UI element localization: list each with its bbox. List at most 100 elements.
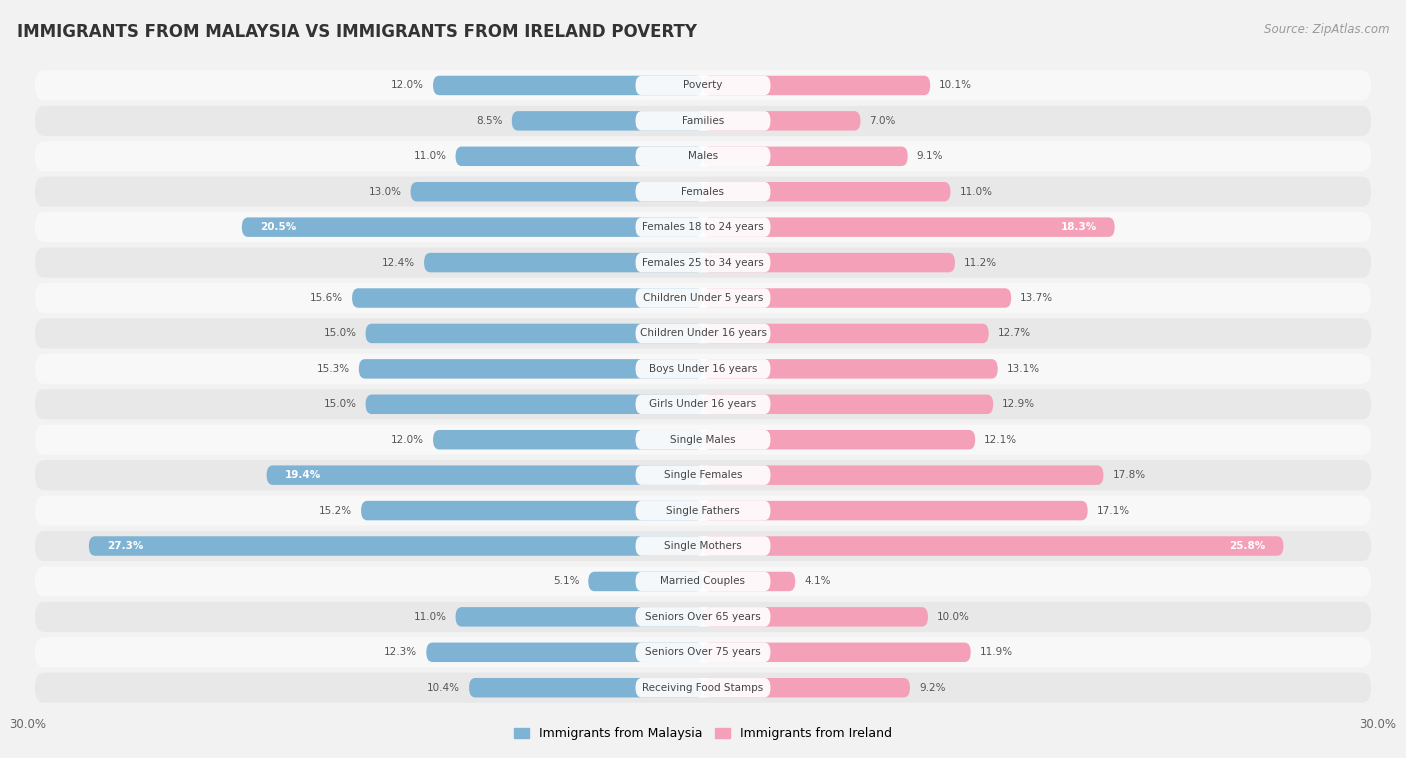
Text: Seniors Over 75 years: Seniors Over 75 years (645, 647, 761, 657)
Text: 11.9%: 11.9% (980, 647, 1012, 657)
Text: 4.1%: 4.1% (804, 576, 831, 587)
FancyBboxPatch shape (588, 572, 703, 591)
FancyBboxPatch shape (433, 430, 703, 449)
FancyBboxPatch shape (35, 496, 1371, 525)
Text: 12.9%: 12.9% (1002, 399, 1035, 409)
Text: IMMIGRANTS FROM MALAYSIA VS IMMIGRANTS FROM IRELAND POVERTY: IMMIGRANTS FROM MALAYSIA VS IMMIGRANTS F… (17, 23, 697, 41)
FancyBboxPatch shape (703, 643, 970, 662)
FancyBboxPatch shape (636, 536, 770, 556)
FancyBboxPatch shape (359, 359, 703, 378)
Text: Females 18 to 24 years: Females 18 to 24 years (643, 222, 763, 232)
Text: 15.3%: 15.3% (316, 364, 350, 374)
FancyBboxPatch shape (426, 643, 703, 662)
FancyBboxPatch shape (35, 177, 1371, 207)
Text: 15.0%: 15.0% (323, 399, 357, 409)
FancyBboxPatch shape (35, 390, 1371, 419)
FancyBboxPatch shape (366, 324, 703, 343)
FancyBboxPatch shape (636, 182, 770, 202)
FancyBboxPatch shape (411, 182, 703, 202)
FancyBboxPatch shape (433, 76, 703, 96)
FancyBboxPatch shape (425, 253, 703, 272)
Text: 10.4%: 10.4% (427, 683, 460, 693)
FancyBboxPatch shape (703, 501, 1088, 520)
FancyBboxPatch shape (35, 531, 1371, 561)
FancyBboxPatch shape (35, 354, 1371, 384)
FancyBboxPatch shape (35, 212, 1371, 243)
FancyBboxPatch shape (703, 288, 1011, 308)
Text: 13.1%: 13.1% (1007, 364, 1040, 374)
Text: 5.1%: 5.1% (553, 576, 579, 587)
FancyBboxPatch shape (636, 465, 770, 485)
Text: 9.1%: 9.1% (917, 152, 943, 161)
FancyBboxPatch shape (703, 395, 993, 414)
FancyBboxPatch shape (35, 248, 1371, 277)
FancyBboxPatch shape (703, 607, 928, 627)
Text: Females 25 to 34 years: Females 25 to 34 years (643, 258, 763, 268)
Text: 15.6%: 15.6% (309, 293, 343, 303)
FancyBboxPatch shape (636, 607, 770, 627)
FancyBboxPatch shape (35, 602, 1371, 632)
FancyBboxPatch shape (703, 76, 931, 96)
FancyBboxPatch shape (35, 460, 1371, 490)
FancyBboxPatch shape (703, 465, 1104, 485)
FancyBboxPatch shape (35, 566, 1371, 597)
Text: 17.1%: 17.1% (1097, 506, 1130, 515)
Text: 7.0%: 7.0% (869, 116, 896, 126)
Text: Single Mothers: Single Mothers (664, 541, 742, 551)
Text: Single Females: Single Females (664, 470, 742, 480)
FancyBboxPatch shape (703, 536, 1284, 556)
FancyBboxPatch shape (35, 106, 1371, 136)
Text: Seniors Over 65 years: Seniors Over 65 years (645, 612, 761, 622)
Legend: Immigrants from Malaysia, Immigrants from Ireland: Immigrants from Malaysia, Immigrants fro… (509, 722, 897, 745)
FancyBboxPatch shape (703, 146, 908, 166)
Text: Children Under 5 years: Children Under 5 years (643, 293, 763, 303)
Text: Married Couples: Married Couples (661, 576, 745, 587)
Text: 20.5%: 20.5% (260, 222, 297, 232)
Text: Single Fathers: Single Fathers (666, 506, 740, 515)
FancyBboxPatch shape (352, 288, 703, 308)
Text: Receiving Food Stamps: Receiving Food Stamps (643, 683, 763, 693)
FancyBboxPatch shape (703, 359, 998, 378)
FancyBboxPatch shape (35, 141, 1371, 171)
FancyBboxPatch shape (267, 465, 703, 485)
FancyBboxPatch shape (35, 283, 1371, 313)
FancyBboxPatch shape (703, 324, 988, 343)
Text: 8.5%: 8.5% (477, 116, 503, 126)
FancyBboxPatch shape (35, 637, 1371, 667)
FancyBboxPatch shape (636, 501, 770, 520)
FancyBboxPatch shape (636, 678, 770, 697)
FancyBboxPatch shape (242, 218, 703, 237)
FancyBboxPatch shape (636, 253, 770, 272)
FancyBboxPatch shape (35, 672, 1371, 703)
FancyBboxPatch shape (636, 218, 770, 237)
Text: Families: Families (682, 116, 724, 126)
FancyBboxPatch shape (512, 111, 703, 130)
Text: 25.8%: 25.8% (1229, 541, 1265, 551)
Text: 11.0%: 11.0% (959, 186, 993, 197)
FancyBboxPatch shape (361, 501, 703, 520)
FancyBboxPatch shape (456, 607, 703, 627)
FancyBboxPatch shape (636, 146, 770, 166)
FancyBboxPatch shape (703, 218, 1115, 237)
FancyBboxPatch shape (703, 111, 860, 130)
FancyBboxPatch shape (703, 430, 976, 449)
FancyBboxPatch shape (636, 359, 770, 378)
Text: 10.0%: 10.0% (936, 612, 970, 622)
Text: Boys Under 16 years: Boys Under 16 years (648, 364, 758, 374)
Text: Source: ZipAtlas.com: Source: ZipAtlas.com (1264, 23, 1389, 36)
Text: 11.0%: 11.0% (413, 612, 447, 622)
FancyBboxPatch shape (636, 572, 770, 591)
Text: Children Under 16 years: Children Under 16 years (640, 328, 766, 338)
FancyBboxPatch shape (636, 395, 770, 414)
Text: 12.7%: 12.7% (998, 328, 1031, 338)
Text: Girls Under 16 years: Girls Under 16 years (650, 399, 756, 409)
Text: 9.2%: 9.2% (920, 683, 945, 693)
Text: 12.4%: 12.4% (382, 258, 415, 268)
FancyBboxPatch shape (35, 424, 1371, 455)
FancyBboxPatch shape (636, 430, 770, 449)
FancyBboxPatch shape (636, 324, 770, 343)
Text: 13.7%: 13.7% (1021, 293, 1053, 303)
Text: 17.8%: 17.8% (1112, 470, 1146, 480)
FancyBboxPatch shape (35, 70, 1371, 101)
Text: 12.1%: 12.1% (984, 435, 1018, 445)
